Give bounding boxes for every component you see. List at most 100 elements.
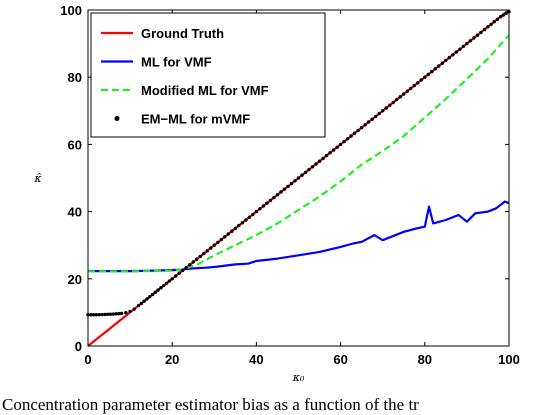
data-point [419,78,423,82]
y-tick-label: 80 [68,70,82,85]
data-point [191,260,195,264]
data-point [136,303,141,308]
y-tick-label: 20 [68,272,82,287]
data-point [482,27,487,32]
tick-layer: 0 20 40 60 80 100 0 20 40 60 80 100 [60,3,520,367]
data-point [307,167,311,172]
data-point [177,271,181,275]
data-point [366,120,371,124]
data-point [504,11,508,16]
data-point [472,36,476,40]
data-point [124,311,128,315]
data-point [261,204,266,208]
data-point [416,81,420,85]
data-point [458,47,462,51]
data-point [114,312,118,316]
data-point [489,22,493,26]
data-point [258,207,262,211]
data-point [451,53,455,57]
data-point [142,299,146,303]
series-em-ml-for-mvmf [86,9,511,317]
data-point [97,312,101,317]
data-point [492,20,496,24]
data-point [384,106,388,110]
data-point [303,170,308,175]
data-point [150,292,155,297]
data-point [212,243,216,247]
data-point [254,209,259,214]
data-point [388,103,392,107]
data-point [94,313,99,317]
data-point [501,13,506,17]
data-point [272,195,276,200]
data-point [159,286,163,290]
data-point [139,301,144,306]
data-point [423,75,427,79]
data-point [202,251,206,256]
data-point [251,212,255,217]
data-point [282,187,287,191]
data-point [286,184,290,189]
data-point [205,249,209,253]
data-point [363,123,367,127]
data-point [377,111,381,116]
data-point [475,33,480,37]
data-point [370,117,374,121]
data-point [310,165,315,169]
data-point [409,86,413,91]
data-point [216,240,220,245]
x-axis-label: κ₀ [292,371,305,384]
data-point [486,25,490,29]
figure-caption: Concentration parameter estimator bias a… [2,395,419,414]
data-point [373,114,378,119]
x-tick-label: 0 [84,352,91,367]
data-point [167,279,172,283]
data-point [342,139,346,144]
data-point [454,50,459,54]
data-point [352,131,357,135]
data-point [447,55,452,60]
data-point [226,232,231,236]
data-point [111,312,115,316]
series-line-ml-for-vmf [88,200,510,273]
data-point [108,312,113,316]
data-point [395,97,399,102]
data-point [300,173,304,177]
x-tick-label: 60 [333,352,347,367]
data-point [495,17,500,21]
legend-label: EM−ML for mVMF [141,112,250,127]
data-point [465,41,469,46]
data-point [349,134,353,138]
data-point [479,30,483,35]
data-point [402,92,406,96]
data-point [156,288,160,292]
data-point [184,265,188,270]
data-point [359,125,364,130]
data-point [237,223,241,228]
legend-entry: EM−ML for mVMF [114,112,250,127]
data-point [444,58,448,63]
data-point [265,201,269,205]
data-point [289,181,294,186]
data-point [338,142,343,147]
x-tick-label: 100 [498,352,520,367]
data-point [426,72,431,77]
data-point [181,268,185,273]
data-point [275,193,280,197]
y-tick-label: 0 [75,339,82,354]
data-point [405,89,409,93]
data-point [195,257,199,261]
x-tick-label: 80 [418,352,432,367]
data-point [345,137,350,141]
y-axis-label: κ̂ [33,172,42,185]
data-point [103,312,107,317]
data-point [162,283,166,288]
legend-label: Ground Truth [141,26,224,41]
data-point [430,69,434,74]
data-point [461,44,466,49]
data-point [223,235,227,239]
data-point [324,153,329,158]
data-point [164,281,169,285]
data-point [174,274,178,278]
